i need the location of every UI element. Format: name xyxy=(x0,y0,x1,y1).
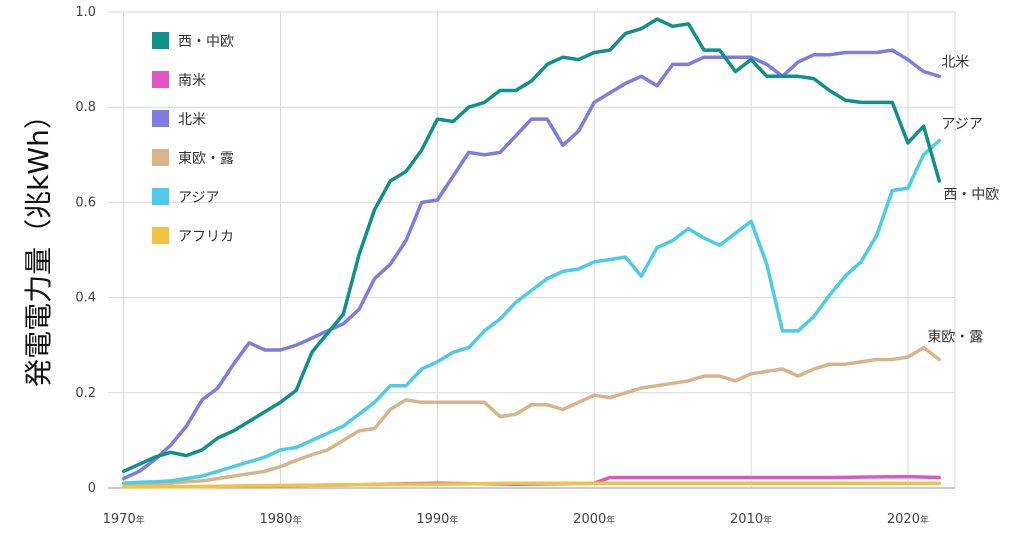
legend-label: アジア xyxy=(178,190,219,206)
y-tick-label: 1.0 xyxy=(75,5,96,20)
series-end-label: 東欧・露 xyxy=(927,329,983,345)
legend-swatch xyxy=(152,32,169,49)
y-axis-label: 発電電力量（兆kWh） xyxy=(22,101,55,387)
y-tick-label: 0.4 xyxy=(75,291,96,306)
legend-swatch xyxy=(152,188,169,205)
series-end-label: アジア xyxy=(941,117,982,133)
legend-swatch xyxy=(152,149,169,166)
series-end-label: 西・中欧 xyxy=(943,187,999,203)
x-tick-label: 2020年 xyxy=(887,512,929,527)
y-tick-label: 0.2 xyxy=(75,386,96,401)
y-tick-label: 0.8 xyxy=(75,100,96,115)
x-tick-label: 1990年 xyxy=(416,512,458,527)
x-tick-suffix: 年 xyxy=(449,514,458,526)
y-axis-ticks: 0 0.2 0.4 0.6 0.8 1.0 xyxy=(75,5,96,496)
legend-swatch xyxy=(152,227,169,244)
series-end-label: 北米 xyxy=(941,54,969,70)
legend-label: 北米 xyxy=(178,112,206,128)
series-line-4 xyxy=(121,138,942,485)
y-tick-label: 0.6 xyxy=(75,195,96,210)
x-tick-label: 1980年 xyxy=(259,512,301,527)
legend-swatch xyxy=(152,71,169,88)
legend-label: 東欧・露 xyxy=(178,151,234,167)
legend-label: 西・中欧 xyxy=(178,34,234,50)
x-tick-suffix: 年 xyxy=(763,514,772,526)
series-lines xyxy=(121,17,942,489)
legend-label: 南米 xyxy=(178,73,206,89)
x-tick-label: 1970年 xyxy=(103,512,145,527)
legend-swatch xyxy=(152,110,169,127)
series-line-5 xyxy=(121,481,942,489)
x-tick-label: 2010年 xyxy=(730,512,772,527)
legend-label: アフリカ xyxy=(178,229,234,245)
x-tick-suffix: 年 xyxy=(293,514,302,526)
series-line-3 xyxy=(121,345,942,489)
y-tick-label: 0 xyxy=(88,481,96,496)
gridlines xyxy=(108,11,956,489)
series-line-2 xyxy=(121,48,942,481)
x-tick-label: 2000年 xyxy=(573,512,615,527)
x-tick-suffix: 年 xyxy=(920,514,929,526)
x-axis-ticks: 1970年 1980年 1990年 2000年 2010年 2020年 xyxy=(103,512,929,527)
series-line-0 xyxy=(121,17,942,474)
x-tick-suffix: 年 xyxy=(136,514,145,526)
x-tick-suffix: 年 xyxy=(606,514,615,526)
